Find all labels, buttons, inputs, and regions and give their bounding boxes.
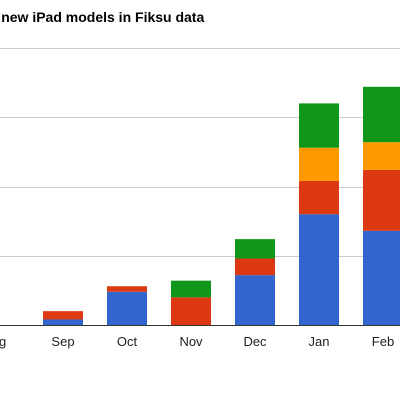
- x-tick-label-oct: Oct: [117, 334, 138, 349]
- bar-jan-series-3: [299, 147, 339, 181]
- chart-title: …nt of new iPad models in Fiksu data: [0, 9, 205, 25]
- x-tick-label-sep: Sep: [51, 334, 74, 349]
- bar-sep-series-2: [43, 311, 83, 320]
- bar-dec-series-1: [235, 275, 275, 325]
- bar-dec-series-4: [235, 239, 275, 259]
- x-tick-label-dec: Dec: [243, 334, 267, 349]
- bar-jan-series-4: [299, 103, 339, 148]
- bar-sep-series-1: [43, 319, 83, 325]
- x-tick-label-aug: ug: [0, 334, 6, 349]
- bar-feb-series-2: [363, 169, 400, 231]
- bar-dec-series-2: [235, 258, 275, 276]
- bar-feb-series-4: [363, 86, 400, 143]
- bar-nov-series-2: [171, 297, 211, 325]
- bar-feb-series-3: [363, 142, 400, 170]
- bar-feb-series-1: [363, 230, 400, 325]
- bar-jan-series-2: [299, 180, 339, 215]
- x-tick-label-feb: Feb: [372, 334, 394, 349]
- bar-jan-series-1: [299, 214, 339, 325]
- x-tick-label-jan: Jan: [309, 334, 330, 349]
- bar-nov-series-4: [171, 280, 211, 298]
- x-tick-label-nov: Nov: [179, 334, 203, 349]
- bar-oct-series-2: [107, 286, 147, 292]
- bar-oct-series-1: [107, 291, 147, 325]
